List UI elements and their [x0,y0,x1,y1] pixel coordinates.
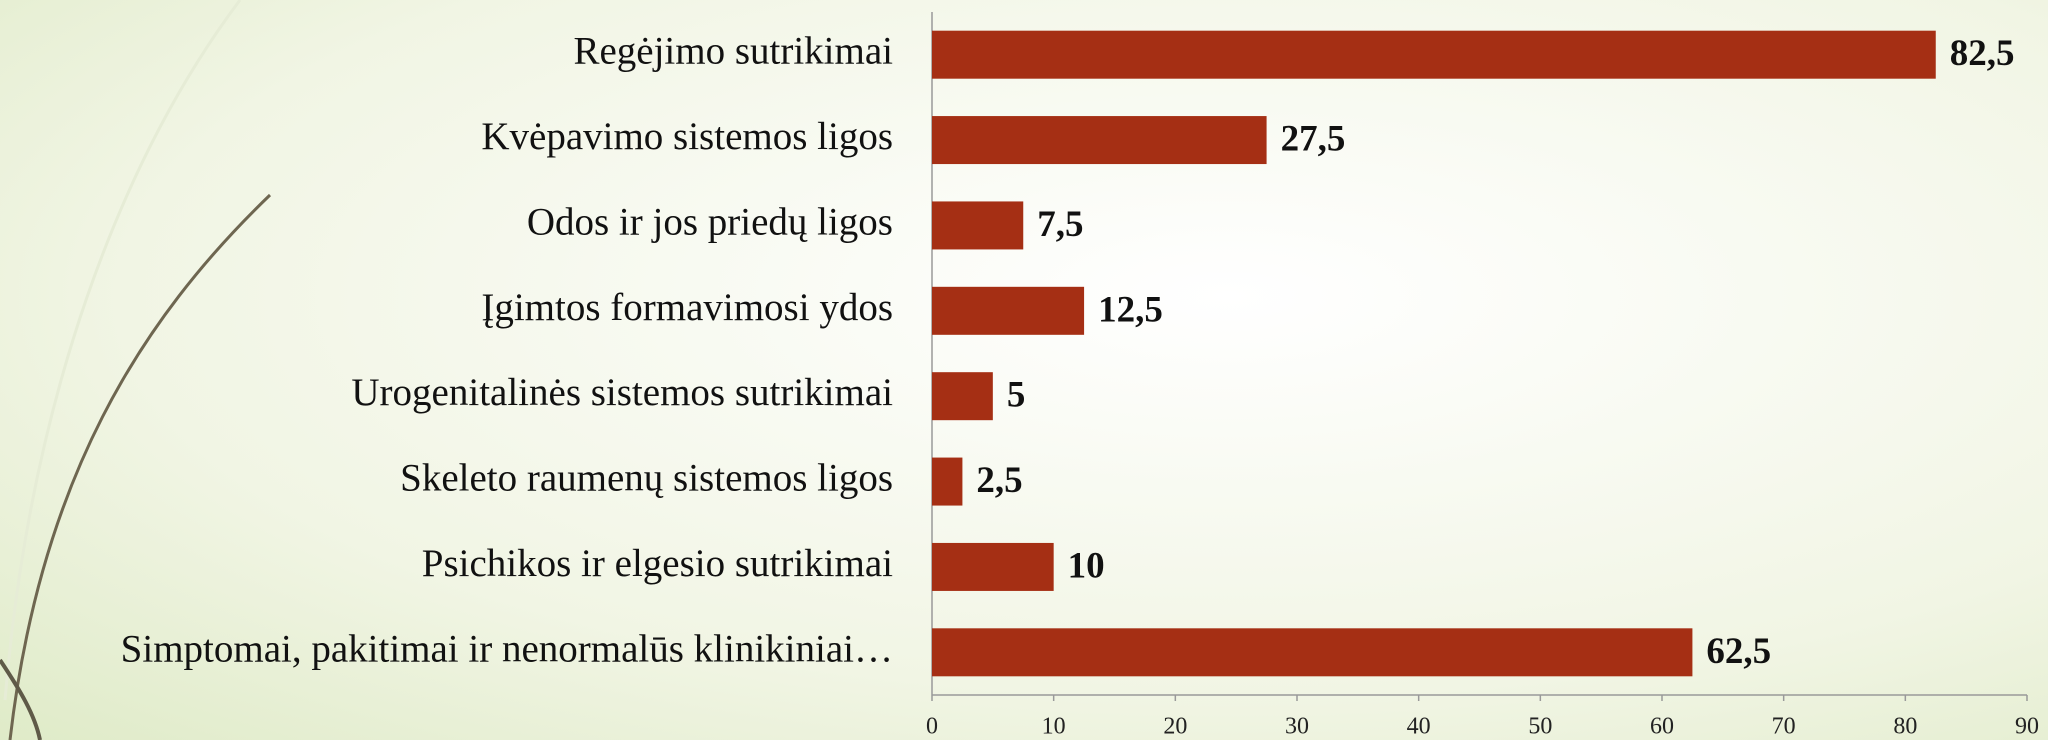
y-tick-label: Urogenitalinės sistemos sutrikimai [351,371,893,414]
x-tick-label: 30 [1285,714,1309,740]
bar [932,457,963,506]
y-tick-label: Simptomai, pakitimai ir nenormalūs klini… [121,627,893,670]
x-tick-label: 10 [1042,714,1066,740]
x-tick-label: 40 [1407,714,1431,740]
bar [932,542,1054,591]
data-label: 5 [1007,375,1025,416]
bar [932,286,1085,335]
bar [932,30,1936,79]
plot-area: 0 10 20 30 40 50 60 70 80 90 Regėjimo sutrikimai 82… [121,12,2039,740]
decor-curve [3,0,242,701]
x-tick-label: 50 [1528,714,1552,740]
bar [932,116,1267,165]
data-label: 12,5 [1098,289,1163,330]
y-tick-label: Odos ir jos priedų ligos [527,200,893,243]
data-label: 62,5 [1706,631,1771,672]
x-tick-label: 70 [1772,714,1796,740]
data-label: 7,5 [1037,204,1083,245]
bar [932,201,1024,250]
decor-curve [0,658,42,740]
bar [932,628,1693,677]
x-tick-label: 20 [1163,714,1187,740]
data-label: 27,5 [1281,119,1346,160]
x-tick-label: 80 [1893,714,1917,740]
y-tick-label: Įgimtos formavimosi ydos [481,286,893,329]
data-label: 82,5 [1950,33,2015,74]
x-tick-label: 90 [2015,714,2039,740]
decor-curve [8,193,272,740]
y-tick-label: Regėjimo sutrikimai [573,30,893,73]
bar [932,372,993,421]
data-label: 2,5 [976,460,1022,501]
y-tick-label: Kvėpavimo sistemos ligos [481,115,893,158]
x-tick-label: 0 [926,714,938,740]
x-tick-label: 60 [1650,714,1674,740]
y-tick-label: Psichikos ir elgesio sutrikimai [422,542,893,585]
y-tick-label: Skeleto raumenų sistemos ligos [400,457,893,500]
data-label: 10 [1068,545,1105,586]
